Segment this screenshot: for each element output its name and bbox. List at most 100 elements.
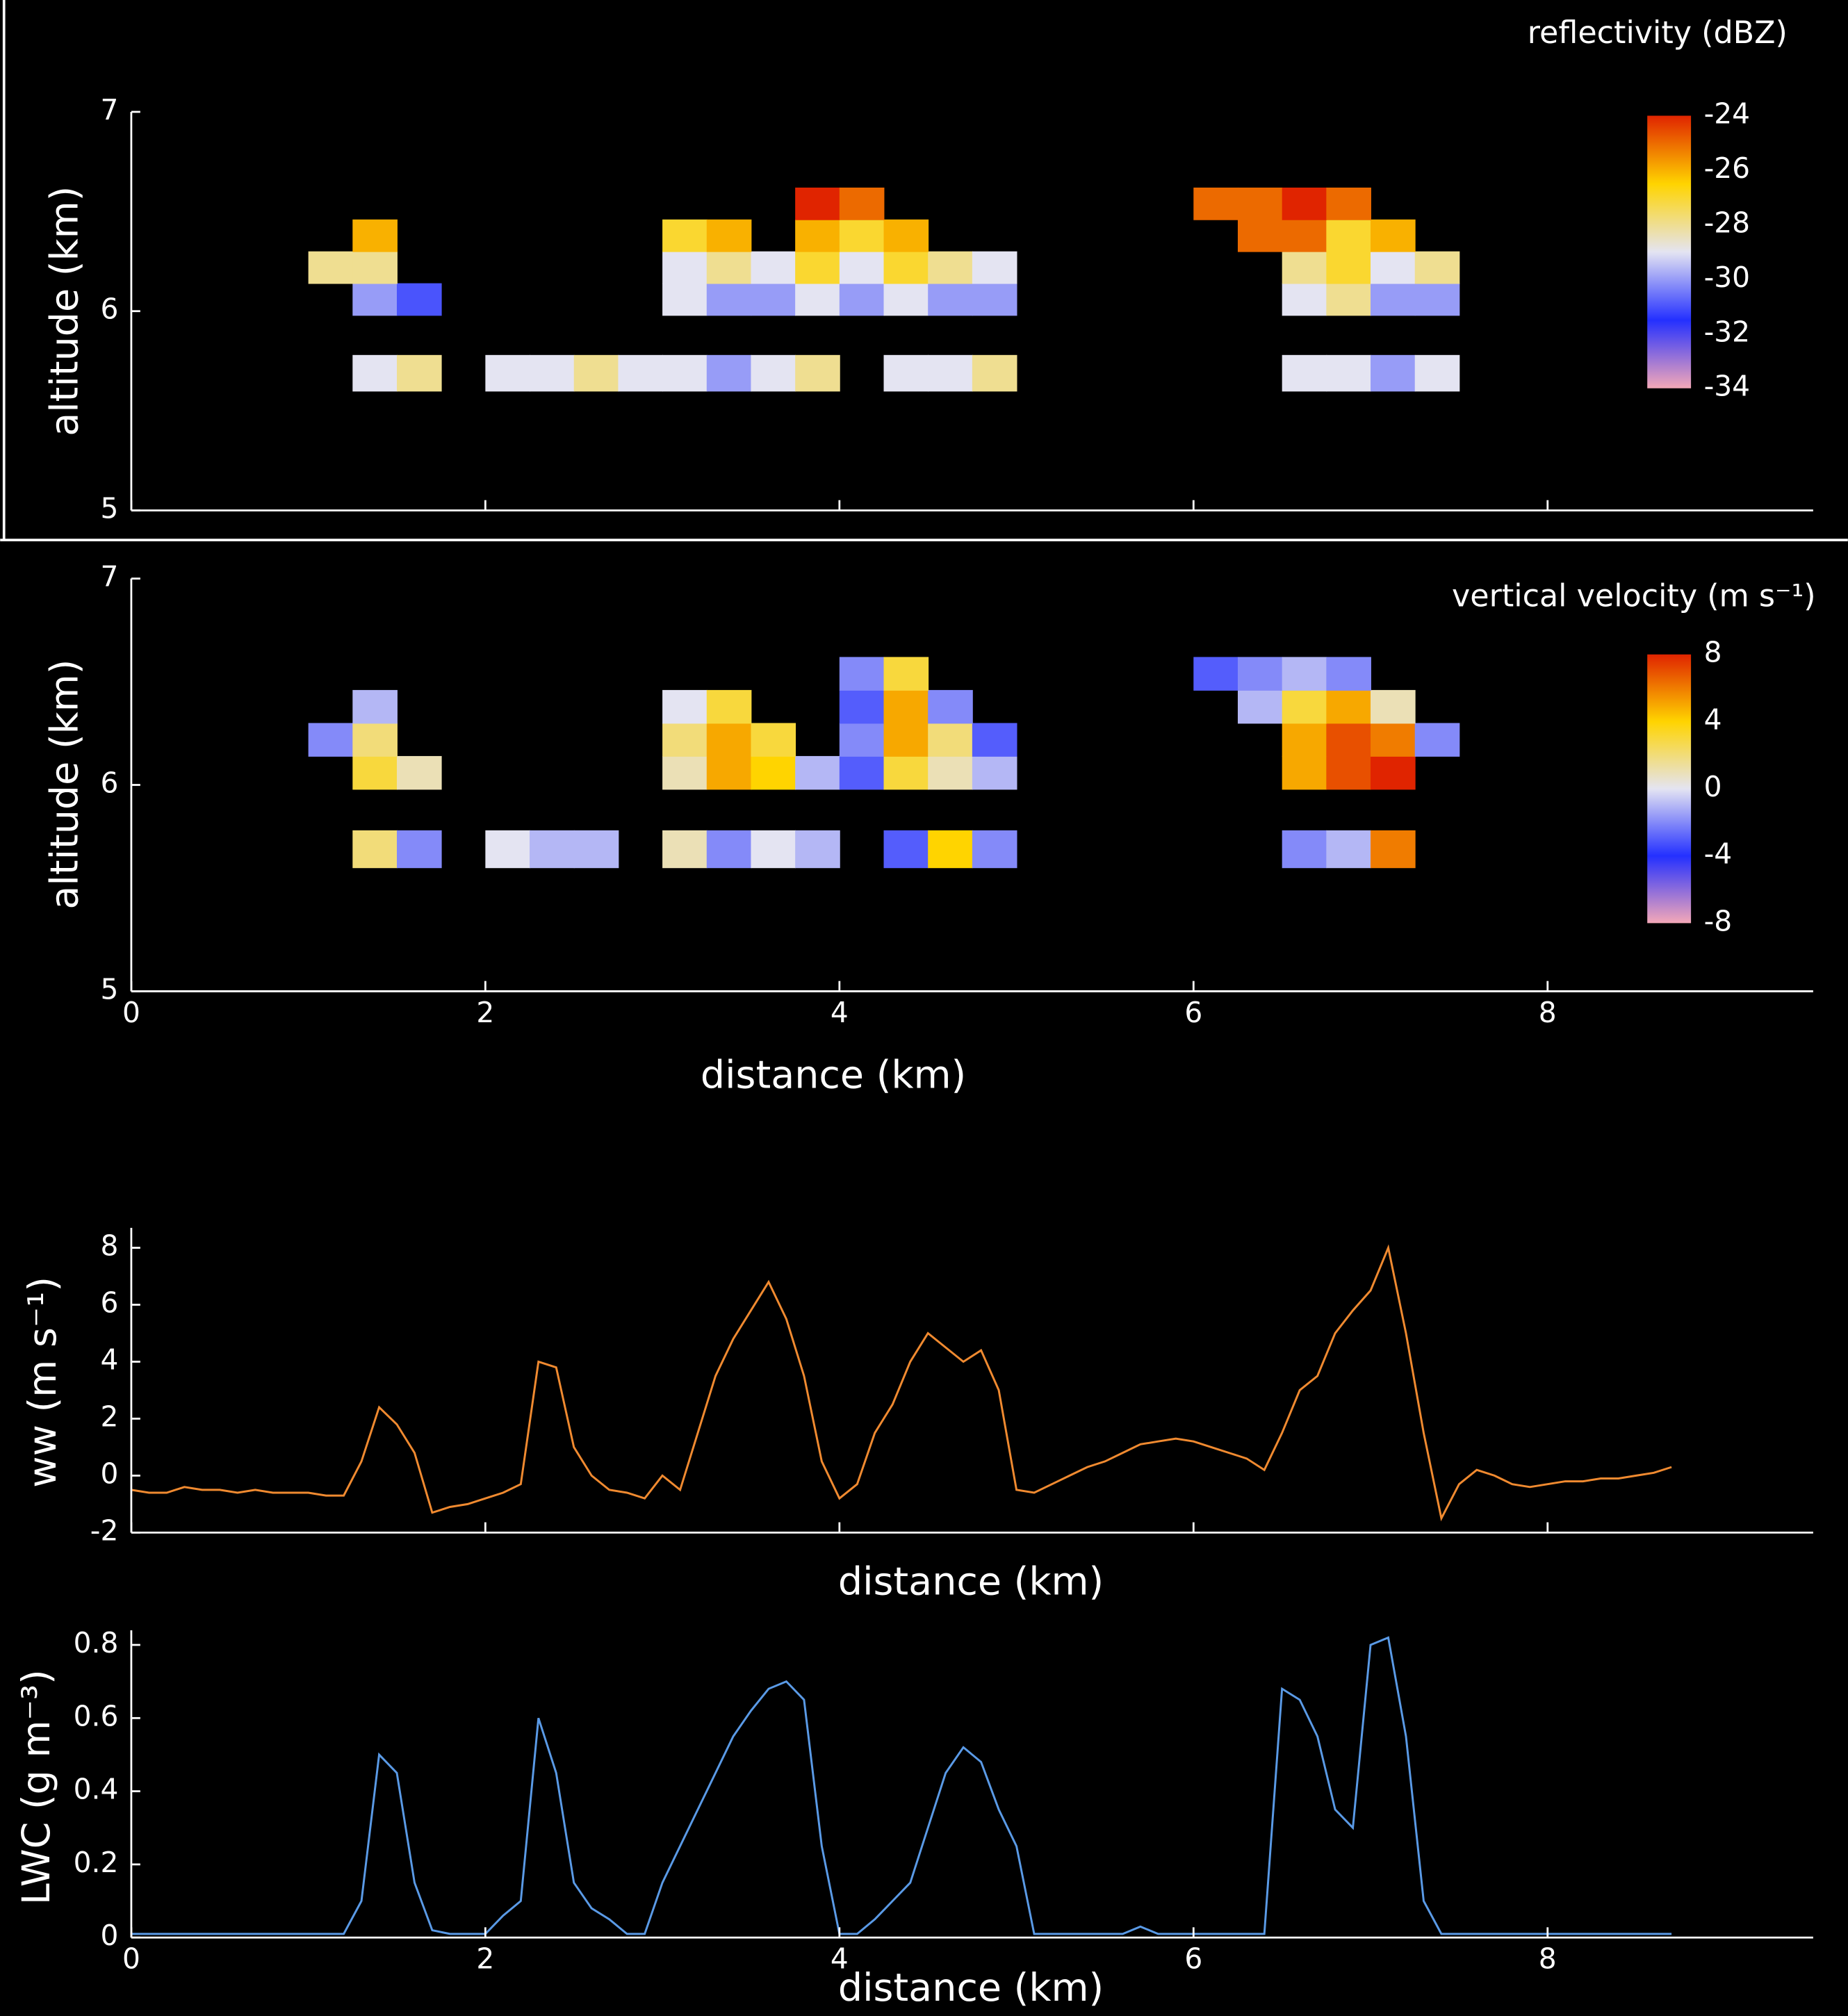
heat-cell [928, 723, 973, 757]
colorbar-tick-label: -4 [1704, 837, 1733, 871]
heat-cell [1282, 219, 1327, 252]
x-tick-label: 8 [1539, 996, 1557, 1029]
heat-cell [1326, 187, 1371, 220]
y-tick-label: 6 [101, 1286, 119, 1320]
colorbar-tick-label: -26 [1704, 151, 1750, 185]
heat-cell [839, 657, 885, 691]
colorbar-tick-label: -30 [1704, 261, 1750, 294]
heat-cell [1414, 723, 1460, 757]
heat-cell [1371, 723, 1416, 757]
heat-cell [839, 723, 885, 757]
heat-cell [1371, 830, 1416, 869]
heat-cell [706, 689, 752, 724]
heat-cell [352, 755, 398, 790]
heat-cell [972, 354, 1017, 392]
x-axis-label: distance (km) [701, 1053, 966, 1098]
heat-cell [1326, 657, 1371, 691]
x-tick-label: 4 [831, 996, 849, 1029]
heat-cell [1326, 219, 1371, 252]
heat-cell [883, 830, 929, 869]
heat-cell [839, 187, 885, 220]
x-tick-label: 6 [1184, 1942, 1202, 1975]
heat-cell [706, 755, 752, 790]
heat-cell [839, 251, 885, 284]
heat-cell [1282, 283, 1327, 316]
heat-cell [485, 830, 530, 869]
heat-cell [1371, 251, 1416, 284]
y-axis-label: ww (m s⁻¹) [20, 1277, 65, 1488]
heat-cell [662, 689, 708, 724]
heat-cell [530, 830, 575, 869]
x-tick-label: 4 [831, 1942, 849, 1975]
heat-cell [751, 723, 796, 757]
heat-cell [1414, 283, 1460, 316]
heat-cell [352, 830, 398, 869]
heat-cell [1326, 283, 1371, 316]
heat-cell [883, 354, 929, 392]
heat-cell [662, 354, 708, 392]
x-tick-label: 0 [122, 1942, 140, 1975]
heat-cell [795, 251, 840, 284]
heat-cell [883, 219, 929, 252]
colorbar-tick-label: -28 [1704, 206, 1750, 239]
heat-cell [928, 354, 973, 392]
y-tick-label: 6 [101, 293, 119, 326]
heat-cell [1282, 251, 1327, 284]
colorbar-tick-label: -34 [1704, 370, 1750, 403]
heat-cell [618, 354, 664, 392]
heat-cell [662, 283, 708, 316]
heat-cell [972, 755, 1017, 790]
heat-cell [352, 251, 398, 284]
y-tick-label: 0 [101, 1457, 119, 1490]
heat-cell [1282, 830, 1327, 869]
colorbar [1647, 115, 1692, 388]
heat-cell [396, 755, 442, 790]
heat-cell [751, 251, 796, 284]
heat-cell [308, 251, 354, 284]
heat-cell [795, 283, 840, 316]
heat-cell [573, 830, 619, 869]
heat-cell [1326, 354, 1371, 392]
heat-cell [1237, 219, 1283, 252]
heat-cell [751, 830, 796, 869]
heat-cell [1282, 187, 1327, 220]
colorbar-tick-label: 8 [1704, 636, 1722, 669]
heat-cell [662, 723, 708, 757]
y-axis-label: altitude (km) [42, 659, 88, 910]
heat-cell [662, 755, 708, 790]
heat-cell [883, 251, 929, 284]
y-axis-label: LWC (g m⁻³) [14, 1669, 59, 1905]
data-line [131, 1244, 1672, 1522]
heat-cell [839, 219, 885, 252]
colorbar-label: vertical velocity (m s⁻¹) [1452, 578, 1816, 614]
y-tick-label: 4 [101, 1343, 119, 1376]
heat-cell [1282, 689, 1327, 724]
heat-cell [1371, 755, 1416, 790]
heat-cell [928, 689, 973, 724]
x-tick-label: 2 [476, 1942, 494, 1975]
heat-cell [662, 251, 708, 284]
heat-cell [485, 354, 530, 392]
x-axis-label: distance (km) [838, 1559, 1104, 1604]
heat-cell [706, 219, 752, 252]
heat-cell [352, 723, 398, 757]
heat-cell [883, 755, 929, 790]
heat-cell [308, 723, 354, 757]
heat-cell [1282, 723, 1327, 757]
heat-cell [1282, 755, 1327, 790]
x-tick-label: 0 [122, 996, 140, 1029]
heat-cell [706, 354, 752, 392]
heat-cell [751, 354, 796, 392]
y-tick-label: -2 [90, 1514, 119, 1547]
heat-cell [1282, 657, 1327, 691]
x-tick-label: 6 [1184, 996, 1202, 1029]
heat-cell [883, 657, 929, 691]
heat-cell [706, 283, 752, 316]
heat-cell [795, 755, 840, 790]
heat-cell [972, 723, 1017, 757]
heat-cell [839, 689, 885, 724]
heat-cell [706, 830, 752, 869]
heat-cell [883, 723, 929, 757]
heat-cell [1326, 723, 1371, 757]
